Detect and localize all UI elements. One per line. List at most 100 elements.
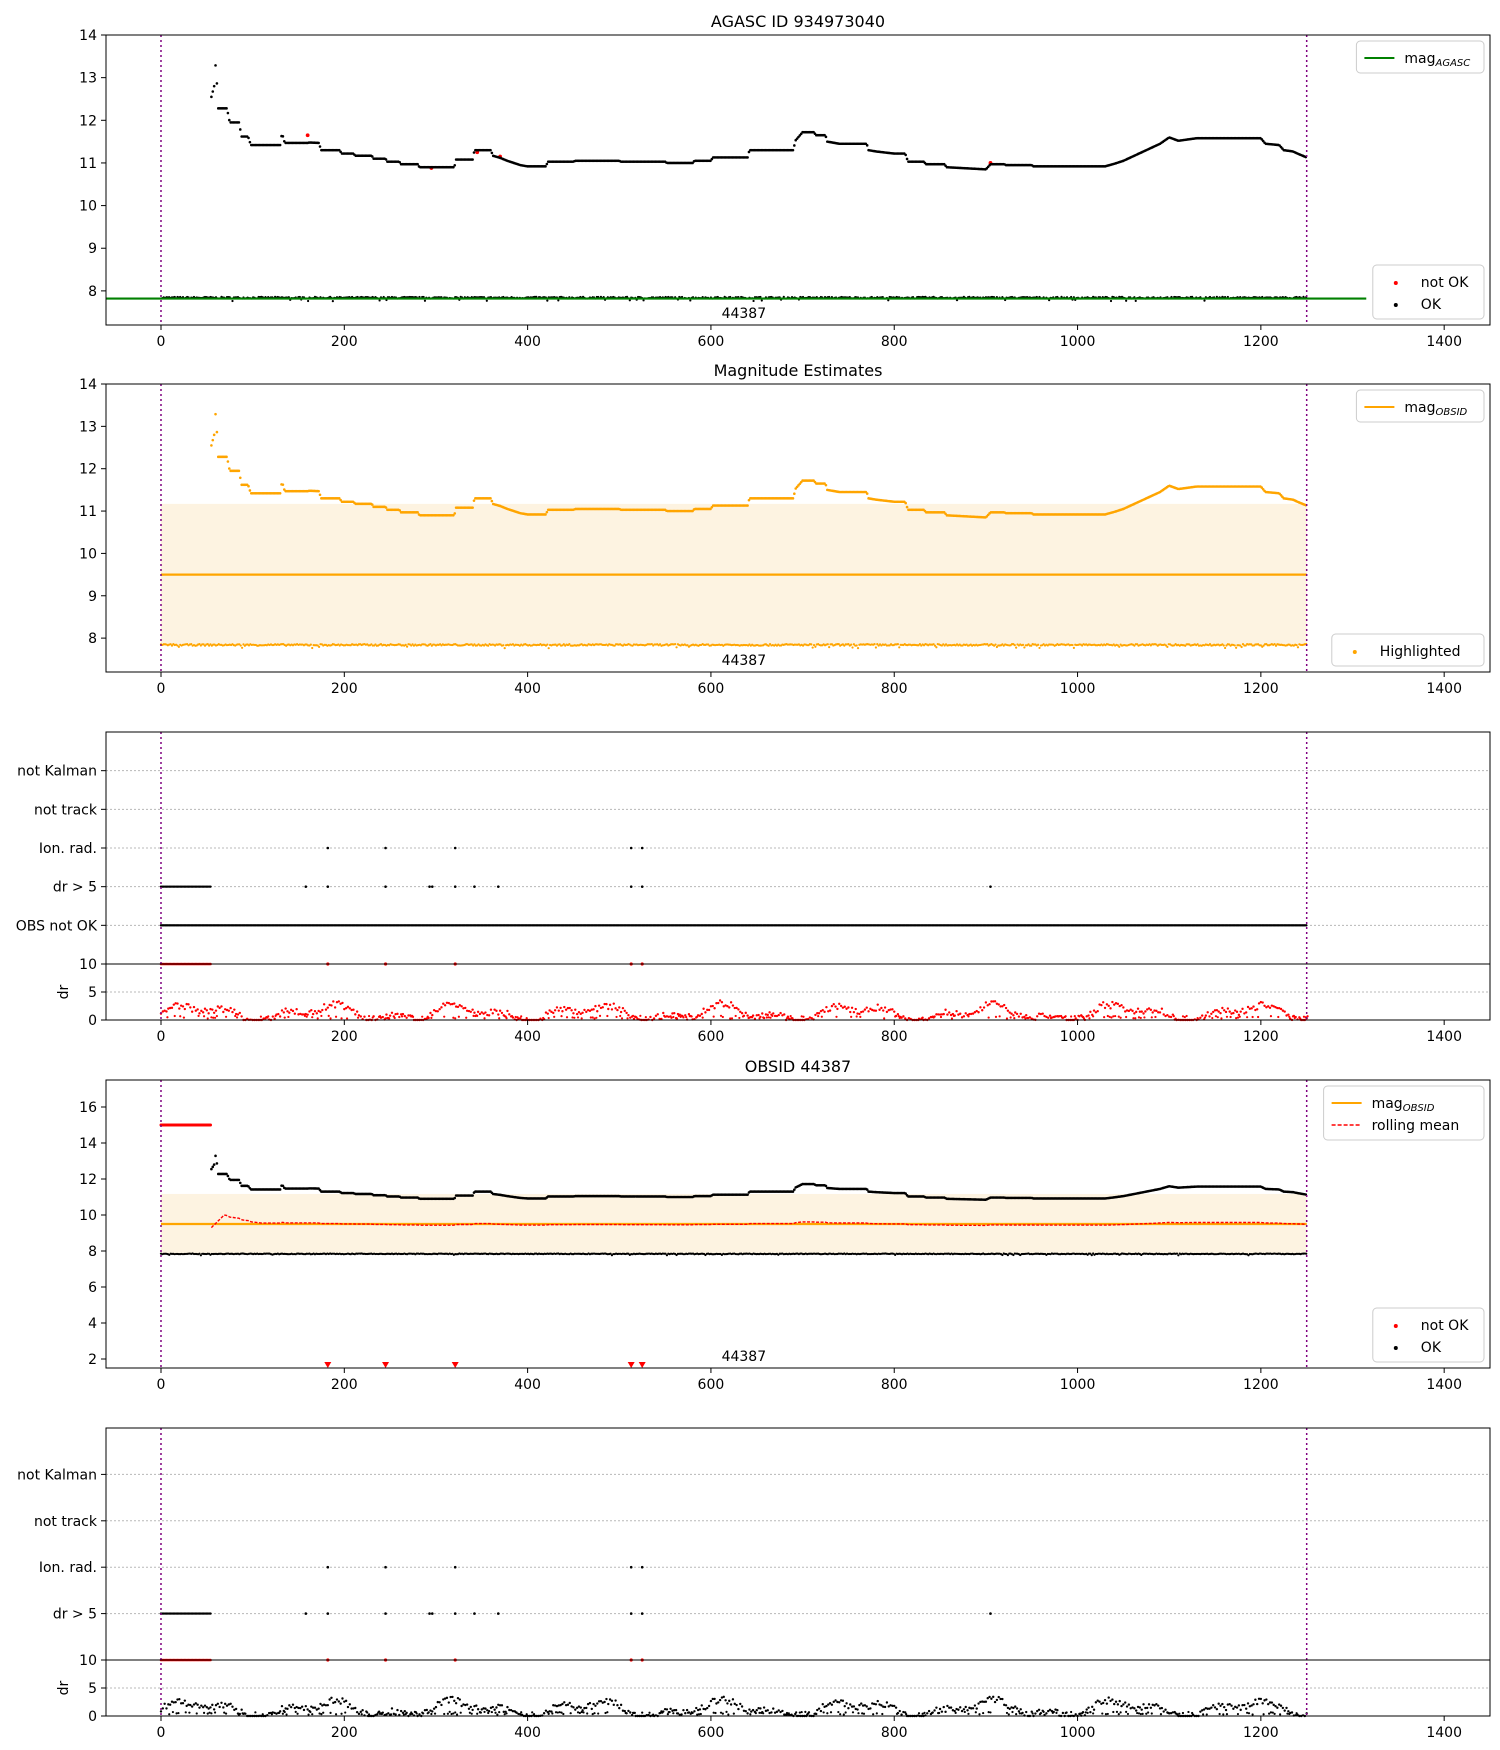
- dr-point: [197, 1014, 200, 1017]
- dr-point: [464, 1006, 467, 1010]
- dr-point: [939, 1015, 943, 1019]
- dr-point: [654, 1014, 658, 1018]
- y-tick-label-1-10: 10: [79, 546, 97, 562]
- dr-point: [814, 1013, 817, 1017]
- dr-point: [327, 1014, 330, 1017]
- baseline-point: [933, 644, 937, 647]
- dr-point: [280, 1009, 284, 1012]
- dr-point: [471, 1008, 474, 1011]
- dr-point: [847, 1006, 850, 1009]
- flag-point: [629, 885, 633, 888]
- dr-point: [701, 1016, 704, 1019]
- dr-point: [702, 1007, 705, 1010]
- dr-point: [173, 1014, 176, 1018]
- dr-point: [576, 1016, 580, 1019]
- points-1: [159, 412, 1308, 650]
- baseline-point: [1241, 643, 1245, 646]
- dr-point: [573, 1016, 576, 1019]
- dr-point: [1005, 1017, 1009, 1020]
- x-tick-label-1-400: 400: [514, 681, 541, 697]
- dr-point: [324, 1008, 328, 1011]
- mag-point: [472, 499, 476, 502]
- dr-point: [865, 1006, 868, 1009]
- dr-point: [834, 1005, 837, 1008]
- dr-point: [1134, 1017, 1137, 1020]
- dr-point: [326, 1006, 330, 1009]
- dr-point: [682, 1016, 685, 1019]
- baseline-point: [658, 643, 662, 646]
- dr-point: [1096, 1009, 1099, 1013]
- dr-point: [495, 1009, 498, 1013]
- baseline-point: [169, 643, 172, 646]
- dr-point: [1088, 1017, 1091, 1020]
- dr-point: [192, 1005, 196, 1009]
- baseline-point: [1184, 644, 1187, 647]
- dr-point: [751, 1014, 755, 1017]
- flag-point: [640, 885, 644, 888]
- dr-point: [454, 1017, 457, 1020]
- baseline-point: [850, 643, 853, 646]
- dr-point: [673, 1011, 676, 1015]
- baseline-point: [1203, 299, 1206, 302]
- dr-point: [469, 1010, 472, 1014]
- mag-point: [824, 483, 828, 487]
- baseline-point: [642, 299, 645, 302]
- dr-point: [500, 1011, 504, 1015]
- dr-point: [662, 1011, 665, 1015]
- dr-point: [713, 1007, 716, 1010]
- legend-box: [1355, 40, 1485, 74]
- baseline-point: [1125, 299, 1128, 302]
- dr-point: [740, 1012, 744, 1015]
- dr-point: [1024, 1017, 1027, 1020]
- dr-point: [572, 1012, 575, 1015]
- mag-point: [247, 484, 250, 488]
- mag-point: [212, 433, 216, 437]
- dr-point: [322, 1003, 326, 1006]
- baseline-point: [547, 647, 550, 650]
- mag-point: [227, 118, 231, 122]
- dr-point: [946, 1013, 949, 1016]
- baseline-point: [760, 299, 763, 302]
- dr-point: [411, 1015, 415, 1018]
- baseline-point: [379, 642, 383, 646]
- dr-point: [734, 1014, 737, 1018]
- baseline-point: [898, 646, 901, 649]
- dr-point: [233, 1008, 236, 1011]
- y-tick-label-0-14: 14: [79, 28, 97, 44]
- dr-point: [465, 1016, 468, 1019]
- dr-point: [443, 1004, 447, 1007]
- dr-point: [1089, 1010, 1092, 1014]
- dr-point: [979, 1006, 982, 1009]
- baseline-point: [502, 644, 505, 647]
- mag-point: [791, 148, 795, 152]
- dr-point: [625, 1011, 628, 1015]
- dr-point: [730, 1017, 734, 1020]
- dr-point: [863, 1008, 867, 1011]
- dr-point: [746, 1014, 749, 1017]
- mag-point: [905, 157, 909, 161]
- dr-point: [601, 1006, 604, 1009]
- dr-point: [789, 1014, 792, 1018]
- dr-point: [565, 1016, 569, 1019]
- dr-point: [771, 1014, 774, 1018]
- flag-points-2-0: [159, 924, 1308, 927]
- dr-point: [403, 1014, 406, 1018]
- legend-1-0: magOBSID: [1355, 389, 1485, 423]
- mag-point: [471, 506, 474, 509]
- x-tick-label-0-200: 200: [331, 334, 358, 350]
- baseline-point: [1295, 644, 1298, 647]
- dr-point: [1114, 1014, 1117, 1018]
- baseline-point: [1208, 643, 1212, 646]
- baseline-point: [1060, 295, 1063, 298]
- mag-point: [215, 430, 219, 434]
- baseline-point: [311, 646, 314, 650]
- dr-point: [598, 1014, 602, 1017]
- baseline-point: [1262, 644, 1265, 647]
- baseline-point: [1109, 299, 1113, 303]
- dr-point: [311, 1012, 315, 1016]
- dr-point: [498, 1017, 501, 1020]
- dr-point: [616, 1008, 619, 1012]
- mag-point: [214, 412, 217, 416]
- dr-point: [203, 1007, 207, 1010]
- dr-point: [315, 1012, 319, 1015]
